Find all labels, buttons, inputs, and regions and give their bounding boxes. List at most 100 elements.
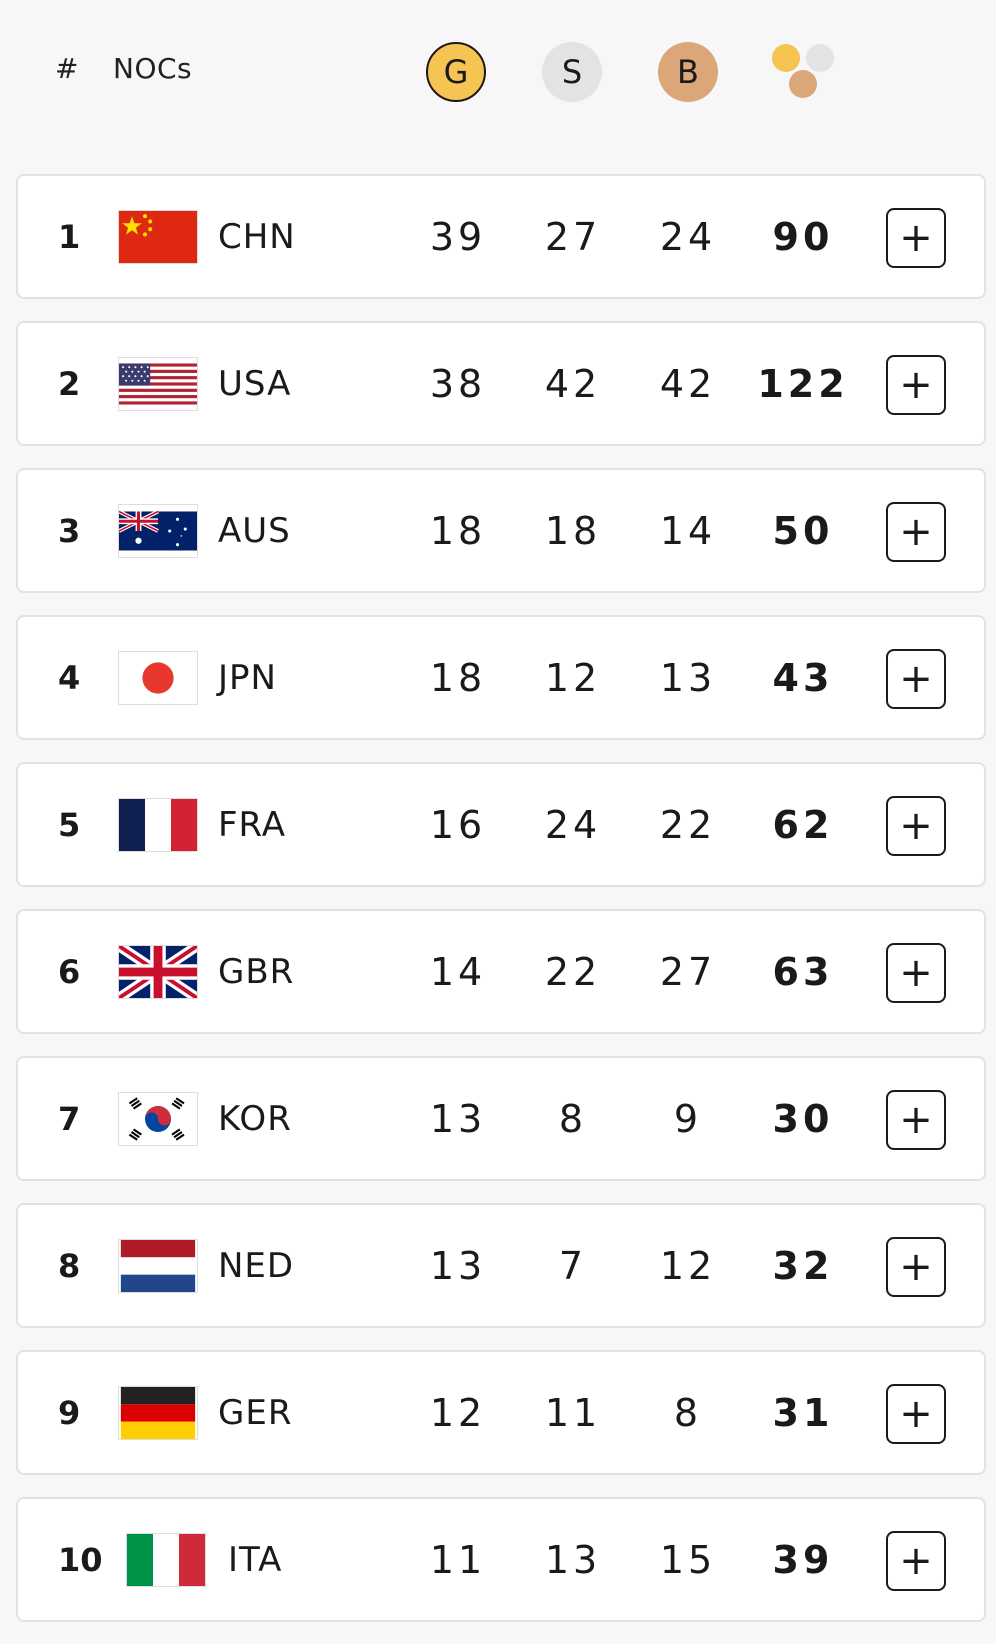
gold-medal-icon[interactable]: G bbox=[426, 42, 486, 102]
total-gold-dot bbox=[772, 44, 800, 72]
japan-flag-icon bbox=[118, 651, 198, 705]
table-row: 8 NED 13 7 12 32 + bbox=[16, 1203, 986, 1328]
expand-button[interactable]: + bbox=[886, 943, 946, 1003]
total-count: 39 bbox=[772, 1537, 834, 1582]
usa-flag-icon bbox=[118, 357, 198, 411]
bronze-medal-icon[interactable]: B bbox=[658, 42, 718, 102]
silver-count: 8 bbox=[558, 1096, 588, 1141]
rank: 9 bbox=[58, 1393, 81, 1432]
gold-count: 14 bbox=[429, 949, 487, 994]
medal-table: 1 CHN 39 27 24 90 + 2 bbox=[16, 174, 986, 1644]
gold-count: 18 bbox=[429, 655, 487, 700]
plus-icon: + bbox=[899, 950, 933, 996]
korea-flag-icon bbox=[118, 1092, 198, 1146]
silver-count: 12 bbox=[544, 655, 602, 700]
plus-icon: + bbox=[899, 509, 933, 555]
rank: 7 bbox=[58, 1099, 81, 1138]
noc-code: JPN bbox=[218, 657, 277, 698]
rank: 1 bbox=[58, 217, 81, 256]
noc-code: NED bbox=[218, 1245, 295, 1286]
bronze-count: 27 bbox=[659, 949, 717, 994]
bronze-count: 9 bbox=[673, 1096, 703, 1141]
plus-icon: + bbox=[899, 1244, 933, 1290]
gold-count: 13 bbox=[429, 1096, 487, 1141]
gold-count: 13 bbox=[429, 1243, 487, 1288]
table-row: 6 GBR 14 22 27 63 + bbox=[16, 909, 986, 1034]
expand-button[interactable]: + bbox=[886, 1090, 946, 1150]
total-count: 50 bbox=[772, 508, 834, 553]
expand-button[interactable]: + bbox=[886, 208, 946, 268]
total-medals-icon[interactable] bbox=[770, 42, 836, 100]
plus-icon: + bbox=[899, 1391, 933, 1437]
noc-column-header: NOCs bbox=[113, 52, 193, 85]
total-count: 32 bbox=[772, 1243, 834, 1288]
rank: 8 bbox=[58, 1246, 81, 1285]
table-row: 5 FRA 16 24 22 62 + bbox=[16, 762, 986, 887]
netherlands-flag-icon bbox=[118, 1239, 198, 1293]
expand-button[interactable]: + bbox=[886, 355, 946, 415]
table-row: 4 JPN 18 12 13 43 + bbox=[16, 615, 986, 740]
italy-flag-icon bbox=[126, 1533, 206, 1587]
bronze-count: 12 bbox=[659, 1243, 717, 1288]
total-bronze-dot bbox=[789, 70, 817, 98]
expand-button[interactable]: + bbox=[886, 649, 946, 709]
total-count: 63 bbox=[772, 949, 834, 994]
table-row: 9 GER 12 11 8 31 + bbox=[16, 1350, 986, 1475]
noc-code: ITA bbox=[228, 1539, 283, 1580]
plus-icon: + bbox=[899, 362, 933, 408]
expand-button[interactable]: + bbox=[886, 1384, 946, 1444]
bronze-count: 13 bbox=[659, 655, 717, 700]
plus-icon: + bbox=[899, 1097, 933, 1143]
silver-count: 42 bbox=[544, 361, 602, 406]
rank: 4 bbox=[58, 658, 81, 697]
total-count: 90 bbox=[772, 214, 834, 259]
plus-icon: + bbox=[899, 656, 933, 702]
plus-icon: + bbox=[899, 803, 933, 849]
expand-button[interactable]: + bbox=[886, 796, 946, 856]
table-row: 7 KOR 13 8 9 30 + bbox=[16, 1056, 986, 1181]
bronze-count: 24 bbox=[659, 214, 717, 259]
noc-code: KOR bbox=[218, 1098, 292, 1139]
noc-code: FRA bbox=[218, 804, 287, 845]
rank: 3 bbox=[58, 511, 81, 550]
total-count: 43 bbox=[772, 655, 834, 700]
silver-count: 13 bbox=[544, 1537, 602, 1582]
total-count: 122 bbox=[757, 361, 849, 406]
gold-count: 11 bbox=[429, 1537, 487, 1582]
gold-column-header: G bbox=[443, 53, 469, 91]
plus-icon: + bbox=[899, 215, 933, 261]
expand-button[interactable]: + bbox=[886, 1237, 946, 1297]
silver-count: 11 bbox=[544, 1390, 602, 1435]
gold-count: 16 bbox=[429, 802, 487, 847]
rank-column-header: # bbox=[55, 52, 79, 85]
table-row: 10 ITA 11 13 15 39 + bbox=[16, 1497, 986, 1622]
expand-button[interactable]: + bbox=[886, 502, 946, 562]
rank: 2 bbox=[58, 364, 81, 403]
germany-flag-icon bbox=[118, 1386, 198, 1440]
noc-code: GBR bbox=[218, 951, 295, 992]
france-flag-icon bbox=[118, 798, 198, 852]
great-britain-flag-icon bbox=[118, 945, 198, 999]
table-row: 1 CHN 39 27 24 90 + bbox=[16, 174, 986, 299]
noc-code: CHN bbox=[218, 216, 296, 257]
table-header: # NOCs G S B bbox=[0, 0, 996, 174]
bronze-count: 42 bbox=[659, 361, 717, 406]
noc-code: GER bbox=[218, 1392, 293, 1433]
bronze-count: 14 bbox=[659, 508, 717, 553]
rank: 10 bbox=[58, 1540, 103, 1579]
silver-count: 22 bbox=[544, 949, 602, 994]
china-flag-icon bbox=[118, 210, 198, 264]
total-count: 30 bbox=[772, 1096, 834, 1141]
gold-count: 38 bbox=[429, 361, 487, 406]
expand-button[interactable]: + bbox=[886, 1531, 946, 1591]
table-row: 2 USA 38 42 42 122 + bbox=[16, 321, 986, 446]
total-count: 62 bbox=[772, 802, 834, 847]
silver-count: 24 bbox=[544, 802, 602, 847]
bronze-count: 8 bbox=[673, 1390, 703, 1435]
gold-count: 18 bbox=[429, 508, 487, 553]
table-row: 3 AUS 18 18 14 50 + bbox=[16, 468, 986, 593]
rank: 5 bbox=[58, 805, 81, 844]
silver-medal-icon[interactable]: S bbox=[542, 42, 602, 102]
plus-icon: + bbox=[899, 1538, 933, 1584]
gold-count: 39 bbox=[429, 214, 487, 259]
